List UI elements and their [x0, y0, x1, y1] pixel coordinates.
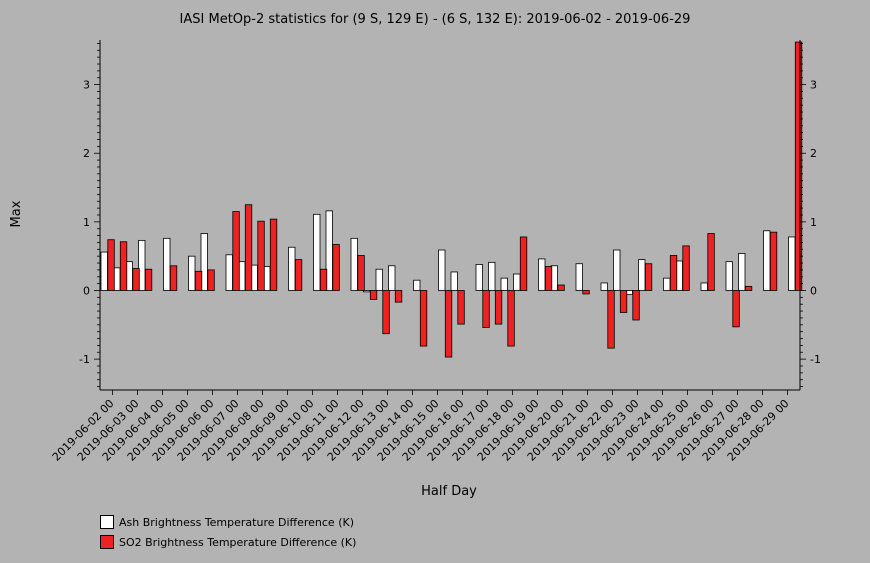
y-tick-label-right: 2: [810, 147, 817, 160]
so2-bar: [232, 211, 240, 291]
ash-bar: [375, 268, 383, 291]
so2-bar: [494, 290, 503, 325]
ash-bar: [413, 279, 421, 291]
legend-label-ash: Ash Brightness Temperature Difference (K…: [119, 515, 354, 529]
ash-bar: [288, 246, 296, 291]
ash-bar: [738, 253, 746, 291]
ash-bar: [538, 258, 546, 291]
legend-swatch-so2: [100, 535, 114, 549]
so2-bar: [269, 218, 278, 291]
so2-bar: [294, 259, 303, 291]
so2-bar: [744, 285, 753, 291]
so2-bar: [332, 244, 340, 291]
ash-bar: [763, 230, 771, 291]
so2-bar: [444, 290, 453, 358]
so2-bar: [619, 290, 628, 313]
so2-bar: [769, 231, 778, 291]
y-tick-label-right: 3: [810, 79, 817, 92]
ash-bar: [500, 277, 508, 291]
legend-label-so2: SO2 Brightness Temperature Difference (K…: [119, 535, 357, 549]
ash-bar: [725, 261, 733, 291]
ash-bar: [488, 261, 496, 291]
so2-bar: [369, 290, 378, 300]
ash-bar: [600, 282, 608, 291]
ash-bar: [475, 264, 483, 291]
y-tick-label-left: -1: [79, 353, 90, 366]
so2-bar: [582, 290, 590, 295]
so2-bar: [169, 265, 178, 291]
ash-bar: [788, 236, 796, 291]
so2-bar: [119, 241, 128, 291]
so2-bar: [682, 245, 690, 291]
so2-bar: [382, 290, 390, 335]
ash-bar: [200, 233, 208, 291]
ash-bar: [313, 213, 321, 291]
y-tick-label-left: 2: [83, 147, 90, 160]
ash-bar: [388, 265, 396, 291]
ash-bar: [163, 237, 171, 291]
so2-bar: [144, 268, 153, 291]
so2-bar: [707, 233, 715, 291]
ash-bar: [188, 255, 196, 291]
so2-bar: [632, 290, 640, 321]
y-tick-label-left: 3: [83, 79, 90, 92]
ash-bar: [438, 249, 446, 291]
legend-item-ash: Ash Brightness Temperature Difference (K…: [100, 512, 356, 532]
so2-bar: [394, 290, 403, 303]
so2-bar: [132, 268, 140, 291]
y-tick-label-right: 1: [810, 216, 817, 229]
so2-bar: [457, 290, 465, 325]
so2-bar: [507, 290, 515, 347]
y-tick-label-right: -1: [810, 353, 821, 366]
y-tick-label-left: 0: [83, 284, 90, 297]
so2-bar: [732, 290, 740, 328]
ash-bar: [663, 277, 671, 291]
y-axis-label: Max: [9, 200, 24, 227]
ash-bar: [575, 263, 583, 291]
chart-title: IASI MetOp-2 statistics for (9 S, 129 E)…: [180, 12, 691, 27]
ash-bar: [350, 237, 358, 291]
ash-bar: [450, 271, 458, 291]
so2-bar: [644, 263, 653, 291]
ash-bar: [100, 251, 108, 291]
so2-bar: [794, 41, 803, 291]
so2-bar: [207, 269, 215, 291]
ash-bar: [513, 273, 521, 291]
so2-bar: [519, 236, 528, 291]
so2-bar: [544, 266, 553, 291]
legend: Ash Brightness Temperature Difference (K…: [100, 512, 356, 552]
y-tick-label-right: 0: [810, 284, 817, 297]
so2-bar: [244, 204, 253, 291]
so2-bar: [419, 290, 428, 347]
ash-bar: [225, 254, 233, 291]
so2-bar: [107, 239, 115, 291]
legend-item-so2: SO2 Brightness Temperature Difference (K…: [100, 532, 356, 552]
so2-bar: [607, 290, 615, 349]
so2-bar: [357, 255, 365, 291]
so2-bar: [669, 255, 678, 291]
so2-bar: [194, 270, 203, 291]
so2-bar: [257, 220, 265, 291]
ash-bar: [638, 259, 646, 291]
so2-bar: [482, 290, 490, 328]
ash-bar: [138, 239, 146, 291]
legend-swatch-ash: [100, 515, 114, 529]
ash-bar: [613, 249, 621, 291]
so2-bar: [557, 284, 565, 291]
so2-bar: [319, 268, 328, 291]
bars-group: [100, 41, 803, 358]
y-tick-label-left: 1: [83, 216, 90, 229]
x-axis-label: Half Day: [421, 484, 477, 499]
ash-bar: [700, 282, 708, 291]
